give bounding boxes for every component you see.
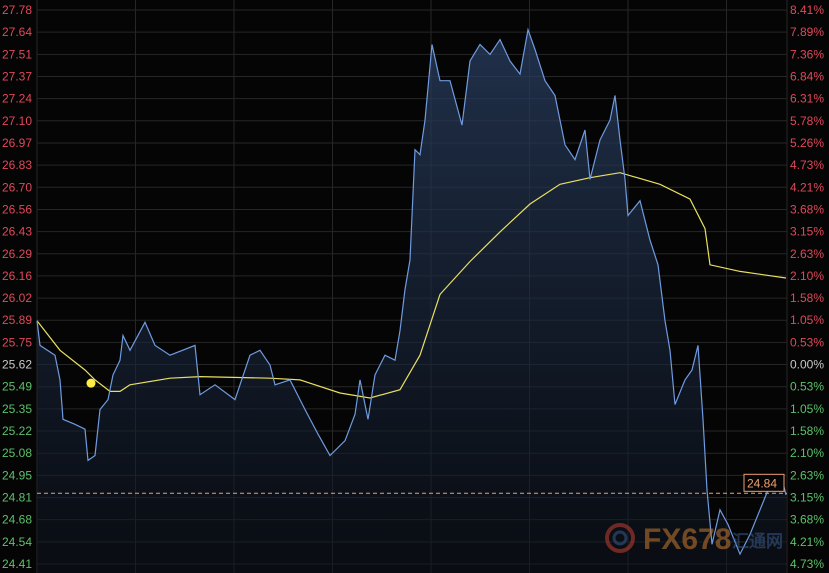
right-tick-label: 7.36% bbox=[790, 47, 824, 61]
left-tick-label: 25.22 bbox=[2, 424, 32, 438]
left-tick-label: 26.56 bbox=[2, 202, 32, 216]
right-tick-label: 3.68% bbox=[790, 513, 824, 527]
current-price-box bbox=[743, 473, 785, 492]
right-tick-label: 0.53% bbox=[790, 380, 824, 394]
left-tick-label: 24.95 bbox=[2, 468, 32, 482]
left-tick-label: 24.81 bbox=[2, 491, 32, 505]
axis-ticks: 27.78 8.41% 27.64 7.89% 27.51 7.36% 27.37 6.84%… bbox=[2, 3, 824, 571]
right-tick-label: 2.63% bbox=[790, 247, 824, 261]
left-tick-label: 25.08 bbox=[2, 446, 32, 460]
right-tick-label: 4.73% bbox=[790, 158, 824, 172]
left-tick-label: 27.10 bbox=[2, 114, 32, 128]
left-tick-label: 24.41 bbox=[2, 557, 32, 571]
right-tick-label: 2.63% bbox=[790, 468, 824, 482]
right-tick-label: 5.26% bbox=[790, 136, 824, 150]
right-tick-label: 4.21% bbox=[790, 535, 824, 549]
left-tick-label: 26.02 bbox=[2, 291, 32, 305]
watermark-subtext: 汇通网 bbox=[732, 532, 783, 552]
right-tick-label: 7.89% bbox=[790, 25, 824, 39]
right-tick-label: 3.15% bbox=[790, 491, 824, 505]
left-tick-label: 27.51 bbox=[2, 47, 32, 61]
right-tick-label: 1.05% bbox=[790, 313, 824, 327]
left-tick-label: 26.16 bbox=[2, 269, 32, 283]
right-tick-label: 0.00% bbox=[790, 358, 824, 372]
right-tick-label: 2.10% bbox=[790, 269, 824, 283]
left-tick-label: 26.70 bbox=[2, 180, 32, 194]
current-price-label: 24.84 bbox=[747, 476, 777, 490]
left-tick-label: 25.89 bbox=[2, 313, 32, 327]
right-tick-label: 4.21% bbox=[790, 180, 824, 194]
left-tick-label: 26.29 bbox=[2, 247, 32, 261]
right-tick-label: 3.68% bbox=[790, 202, 824, 216]
price-area bbox=[37, 29, 786, 573]
left-tick-label: 26.97 bbox=[2, 136, 32, 150]
left-tick-label: 27.78 bbox=[2, 3, 32, 17]
left-tick-label: 25.62 bbox=[2, 358, 32, 372]
average-marker bbox=[86, 378, 96, 388]
watermark-logo: FX678 汇通网 bbox=[605, 523, 783, 556]
right-tick-label: 4.73% bbox=[790, 557, 824, 571]
watermark-text: FX678 bbox=[643, 523, 731, 556]
right-tick-label: 1.05% bbox=[790, 402, 824, 416]
right-tick-label: 3.15% bbox=[790, 225, 824, 239]
right-tick-label: 0.53% bbox=[790, 335, 824, 349]
right-tick-label: 6.31% bbox=[790, 92, 824, 106]
left-tick-label: 25.49 bbox=[2, 380, 32, 394]
left-tick-label: 26.83 bbox=[2, 158, 32, 172]
average-line bbox=[36, 172, 787, 399]
left-tick-label: 25.35 bbox=[2, 402, 32, 416]
price-line bbox=[36, 27, 787, 556]
left-tick-label: 27.64 bbox=[2, 25, 32, 39]
right-tick-label: 1.58% bbox=[790, 291, 824, 305]
left-tick-label: 26.43 bbox=[2, 225, 32, 239]
right-tick-label: 2.10% bbox=[790, 446, 824, 460]
left-tick-label: 24.68 bbox=[2, 513, 32, 527]
right-tick-label: 6.84% bbox=[790, 69, 824, 83]
left-tick-label: 24.54 bbox=[2, 535, 32, 549]
right-tick-label: 5.78% bbox=[790, 114, 824, 128]
left-tick-label: 25.75 bbox=[2, 335, 32, 349]
left-tick-label: 27.24 bbox=[2, 92, 32, 106]
right-tick-label: 8.41% bbox=[790, 3, 824, 17]
left-tick-label: 27.37 bbox=[2, 69, 32, 83]
right-tick-label: 1.58% bbox=[790, 424, 824, 438]
